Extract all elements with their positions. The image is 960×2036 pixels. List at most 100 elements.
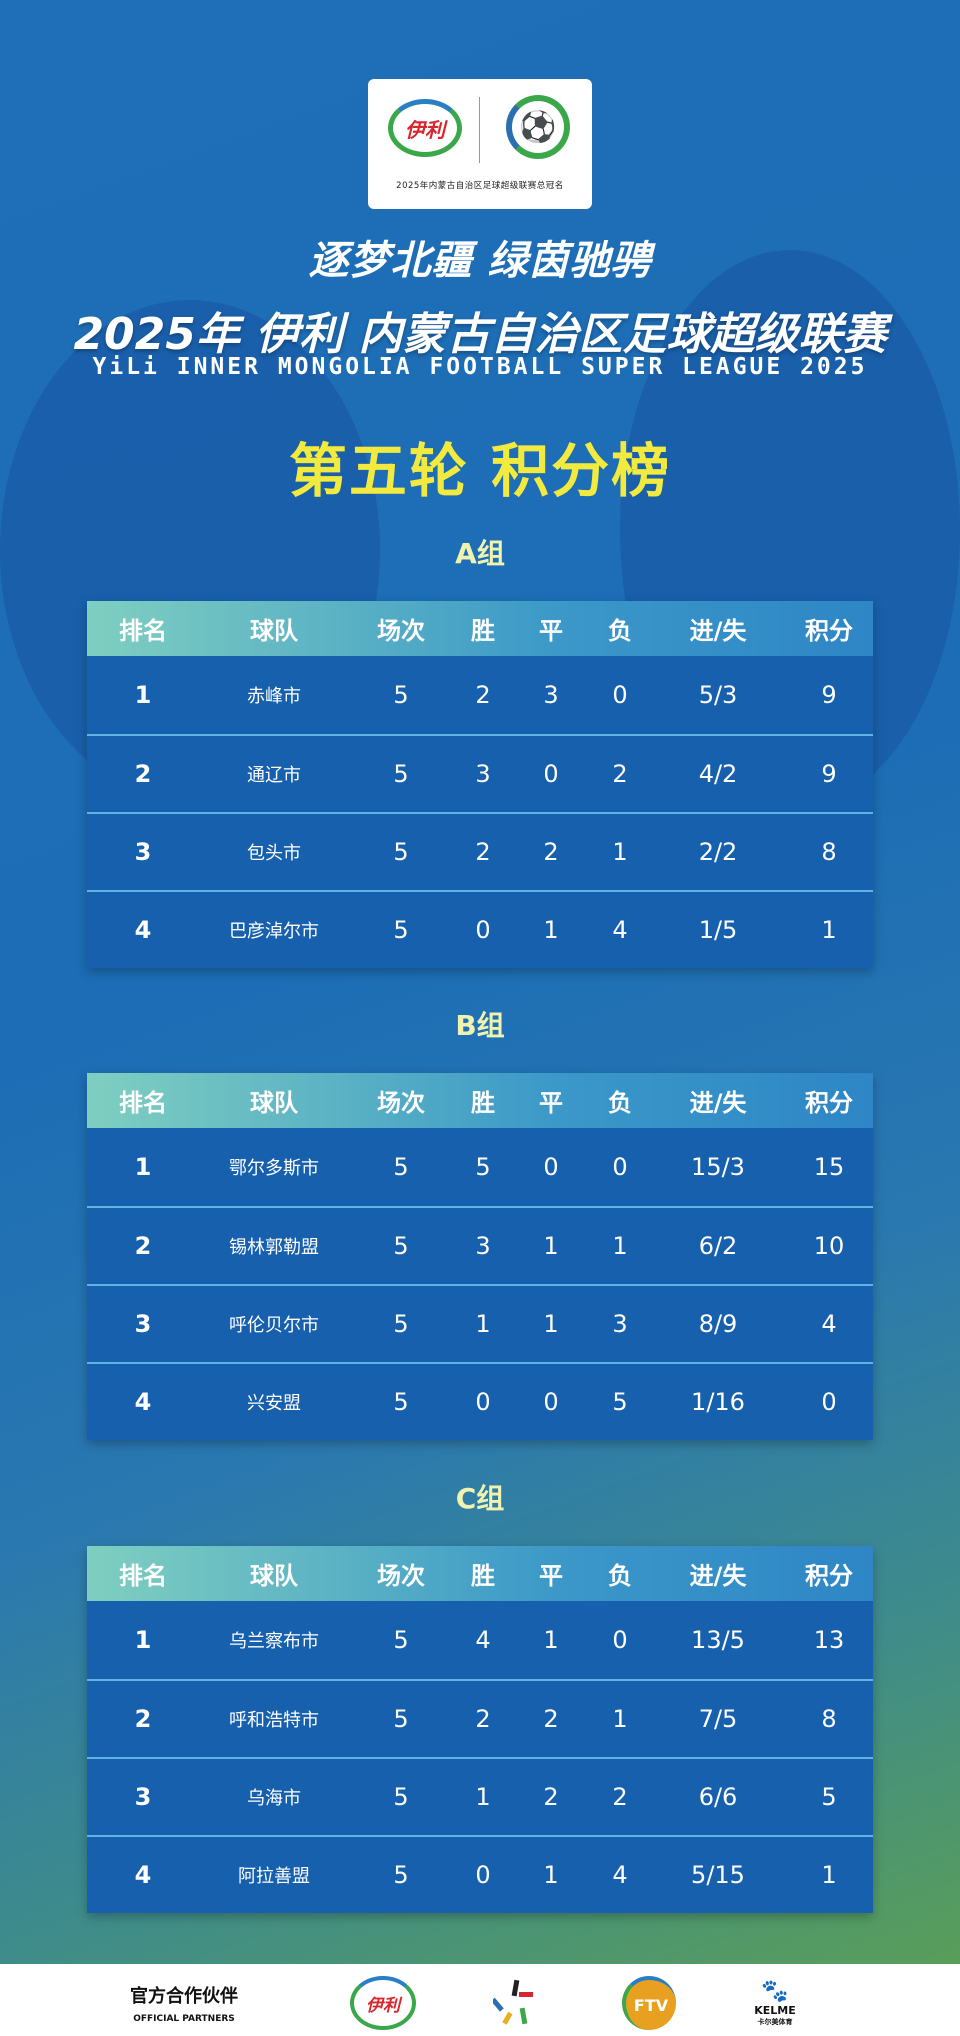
points-cell: 1	[821, 916, 837, 944]
table-row: 1 鄂尔多斯市 5 5 0 0 15/3 15	[87, 1128, 873, 1206]
rank-cell: 4	[134, 1388, 152, 1416]
wins-cell: 2	[475, 1705, 491, 1733]
goals-cell: 5/15	[691, 1861, 745, 1889]
draws-cell: 1	[543, 1626, 559, 1654]
wins-cell: 0	[475, 916, 491, 944]
points-cell: 10	[813, 1232, 845, 1260]
column-header: 负	[608, 1562, 632, 1590]
wins-cell: 2	[475, 838, 491, 866]
draws-cell: 3	[543, 681, 559, 709]
standings-table: 排名 球队 场次胜平负进/失 积分 1 乌兰察布市 5 4 1 0 13/5 13 2 呼和浩特市 5 2 2 1…	[87, 1546, 873, 1913]
points-cell: 8	[821, 838, 837, 866]
standings-table: 排名 球队 场次 胜 平 负 进/失 积分 1 赤峰市 5 2 3 0 5/3 9 2 通辽市 5 3 0 2 4/2 9 3 包…	[87, 601, 873, 968]
column-header: 进/失	[689, 1089, 747, 1117]
points-cell: 9	[821, 681, 837, 709]
rank-cell: 2	[134, 1705, 152, 1733]
rank-cell: 4	[134, 1861, 152, 1889]
goals-cell: 7/5	[698, 1705, 738, 1733]
table-body: 1 鄂尔多斯市 5 5 0 0 15/3 15 2 锡林郭勒盟 5 3 1 1 6/2 10 3 呼伦贝尔市 5 1 1…	[87, 1128, 873, 1440]
rank-cell: 2	[134, 1232, 152, 1260]
sponsor-kelme-logo: 🐾 KELME 卡尔美体育	[745, 1976, 805, 2030]
wins-cell: 0	[475, 1861, 491, 1889]
table-row: 3 包头市 5 2 2 1 2/2 8	[87, 812, 873, 890]
team-name-cell: 包头市	[247, 843, 301, 864]
partners-label-zh: 官方合作伙伴	[130, 1986, 238, 2007]
draws-cell: 1	[543, 916, 559, 944]
draws-cell: 0	[543, 760, 559, 788]
points-cell: 1	[821, 1861, 837, 1889]
table-row: 3 乌海市 5 1 2 2 6/6 5	[87, 1757, 873, 1835]
column-header: 进/失	[689, 617, 747, 645]
played-cell: 5	[393, 1388, 409, 1416]
goals-cell: 6/6	[698, 1783, 738, 1811]
losses-cell: 0	[612, 1626, 628, 1654]
column-header: 排名	[119, 1562, 167, 1590]
draws-cell: 2	[543, 838, 559, 866]
wins-cell: 1	[475, 1783, 491, 1811]
rank-cell: 3	[134, 1783, 152, 1811]
group-label: C组	[455, 1482, 505, 1515]
played-cell: 5	[393, 916, 409, 944]
goals-cell: 8/9	[698, 1310, 738, 1338]
rank-cell: 1	[134, 1626, 152, 1654]
round-title: 第五轮 积分榜	[288, 437, 672, 505]
sponsor-ftv-logo: FTV	[622, 1976, 676, 2030]
table-header: 排名 球队 场次 胜 平 负 进/失 积分	[87, 1073, 873, 1128]
points-cell: 9	[821, 760, 837, 788]
team-name-cell: 赤峰市	[247, 686, 301, 707]
table-row: 2 通辽市 5 3 0 2 4/2 9	[87, 734, 873, 812]
team-name-cell: 锡林郭勒盟	[229, 1237, 319, 1258]
column-header: 场次	[377, 1562, 425, 1590]
points-cell: 15	[813, 1153, 845, 1181]
played-cell: 5	[393, 681, 409, 709]
logo-caption: 2025年内蒙古自治区足球超级联赛总冠名	[396, 181, 564, 191]
goals-cell: 15/3	[691, 1153, 745, 1181]
column-header: 负	[608, 1089, 632, 1117]
rank-cell: 1	[134, 1153, 152, 1181]
table-row: 3 呼伦贝尔市 5 1 1 3 8/9 4	[87, 1284, 873, 1362]
losses-cell: 3	[612, 1310, 628, 1338]
column-header: 负	[608, 617, 632, 645]
team-name-cell: 乌海市	[247, 1788, 301, 1809]
column-header: 平	[539, 617, 563, 645]
goals-cell: 13/5	[691, 1626, 745, 1654]
rank-cell: 3	[134, 1310, 152, 1338]
played-cell: 5	[393, 1310, 409, 1338]
draws-cell: 1	[543, 1232, 559, 1260]
team-name-cell: 巴彦淖尔市	[229, 921, 319, 942]
wins-cell: 2	[475, 681, 491, 709]
column-header: 球队	[250, 617, 298, 645]
rank-cell: 1	[134, 681, 152, 709]
column-header: 球队	[250, 1089, 298, 1117]
table-row: 2 呼和浩特市 5 2 2 1 7/5 8	[87, 1679, 873, 1757]
wins-cell: 0	[475, 1388, 491, 1416]
kelme-subtext: 卡尔美体育	[757, 2018, 793, 2026]
rank-cell: 2	[134, 760, 152, 788]
page-title: 2025年 伊利 内蒙古自治区足球超级联赛	[73, 309, 887, 360]
table-row: 2 锡林郭勒盟 5 3 1 1 6/2 10	[87, 1206, 873, 1284]
column-header: 球队	[250, 1562, 298, 1590]
team-name-cell: 通辽市	[247, 765, 301, 786]
goals-cell: 4/2	[698, 760, 738, 788]
rank-cell: 3	[134, 838, 152, 866]
points-cell: 8	[821, 1705, 837, 1733]
played-cell: 5	[393, 1783, 409, 1811]
table-row: 4 兴安盟 5 0 0 5 1/16 0	[87, 1362, 873, 1440]
team-name-cell: 鄂尔多斯市	[229, 1158, 319, 1179]
footer-partners: 官方合作伙伴 OFFICIAL PARTNERS 伊利 FTV 🐾 KELME …	[0, 1964, 960, 2036]
column-header: 平	[539, 1089, 563, 1117]
wins-cell: 4	[475, 1626, 491, 1654]
losses-cell: 0	[612, 681, 628, 709]
table-body: 1 乌兰察布市 5 4 1 0 13/5 13 2 呼和浩特市 5 2 2 1 7/5 8 3 乌海市 5 1 2 2 6/…	[87, 1601, 873, 1913]
column-header: 排名	[119, 617, 167, 645]
points-cell: 4	[821, 1310, 837, 1338]
league-football-logo-icon: ⚽	[506, 95, 570, 159]
yili-logo: 伊利	[388, 99, 462, 157]
column-header: 胜	[471, 1089, 495, 1117]
sponsor-star-logo-icon	[490, 1976, 540, 2030]
points-cell: 0	[821, 1388, 837, 1416]
paw-icon: 🐾	[761, 1979, 789, 2004]
goals-cell: 5/3	[698, 681, 738, 709]
team-name-cell: 呼和浩特市	[229, 1710, 319, 1731]
played-cell: 5	[393, 1861, 409, 1889]
